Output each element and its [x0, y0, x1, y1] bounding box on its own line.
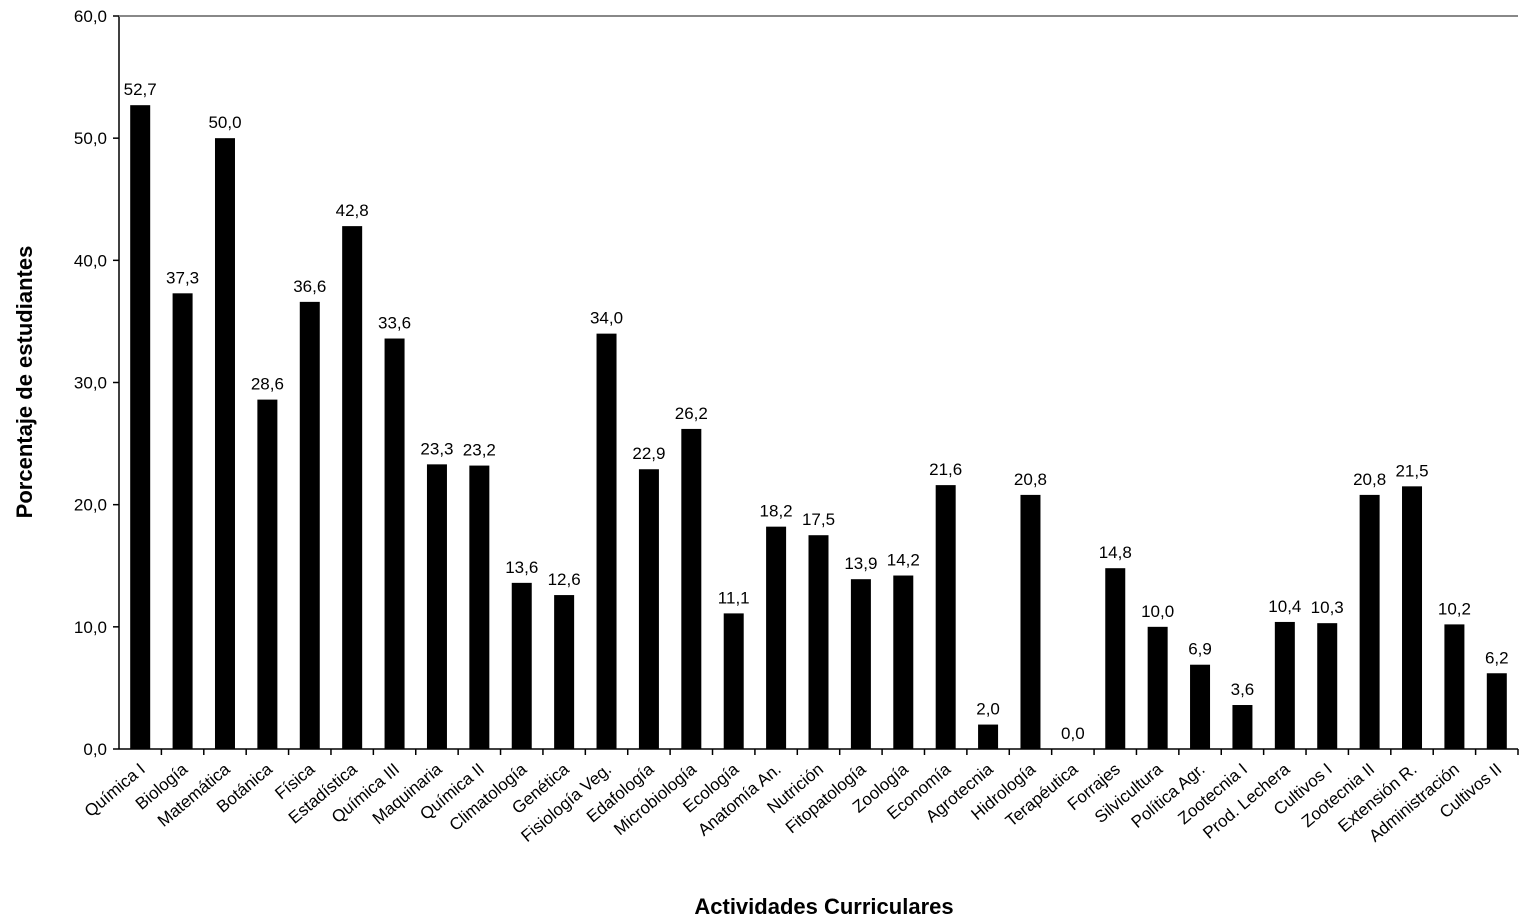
y-tick-label: 20,0: [74, 496, 107, 515]
x-axis-ticks: Química IBiologíaMatemáticaBotánicaFísic…: [81, 749, 1518, 846]
bar-value-label: 14,2: [887, 551, 920, 570]
bar-value-label: 13,6: [505, 558, 538, 577]
bar: [681, 429, 701, 749]
bar-value-label: 12,6: [548, 570, 581, 589]
y-tick-label: 30,0: [74, 374, 107, 393]
y-axis-title: Porcentaje de estudiantes: [12, 246, 37, 519]
bar: [215, 138, 235, 749]
bar-value-label: 10,3: [1311, 598, 1344, 617]
bar-value-label: 6,2: [1485, 648, 1509, 667]
bar: [893, 576, 913, 749]
bar-value-label: 28,6: [251, 375, 284, 394]
bar-value-label: 14,8: [1099, 543, 1132, 562]
bar-value-label: 37,3: [166, 268, 199, 287]
y-axis-ticks: 0,0 10,0 20,0 30,0 40,0 50,0 60,0: [74, 7, 119, 759]
bar-value-label: 2,0: [976, 700, 1000, 719]
bar: [724, 613, 744, 749]
bar: [1487, 673, 1507, 749]
bar: [1275, 622, 1295, 749]
bar: [130, 105, 150, 749]
bar: [1317, 623, 1337, 749]
bar: [766, 527, 786, 749]
bar: [427, 464, 447, 749]
bar: [300, 302, 320, 749]
bar: [1105, 568, 1125, 749]
bar: [469, 466, 489, 749]
bar-value-label: 0,0: [1061, 724, 1085, 743]
bar-value-label: 3,6: [1231, 680, 1255, 699]
bar-value-label: 10,4: [1268, 597, 1301, 616]
bar-value-label: 6,9: [1188, 640, 1212, 659]
bar: [1020, 495, 1040, 749]
bar: [809, 535, 829, 749]
bar-value-label: 10,0: [1141, 602, 1174, 621]
bar-value-label: 18,2: [760, 502, 793, 521]
bar-value-label: 34,0: [590, 309, 623, 328]
bar: [385, 339, 405, 749]
bar-value-label: 21,6: [929, 460, 962, 479]
bar-value-label: 50,0: [208, 113, 241, 132]
bar-value-label: 23,3: [420, 439, 453, 458]
bar: [639, 469, 659, 749]
bar: [342, 226, 362, 749]
bar: [597, 334, 617, 749]
y-tick-label: 50,0: [74, 129, 107, 148]
bar: [1190, 665, 1210, 749]
bar: [1402, 486, 1422, 749]
bar: [512, 583, 532, 749]
y-tick-label: 0,0: [83, 740, 107, 759]
bar-value-label: 36,6: [293, 277, 326, 296]
bar: [936, 485, 956, 749]
x-axis-title: Actividades Curriculares: [694, 894, 953, 919]
bar: [1148, 627, 1168, 749]
bar: [1444, 624, 1464, 749]
bar: [851, 579, 871, 749]
y-tick-label: 60,0: [74, 7, 107, 26]
bar: [1360, 495, 1380, 749]
bar: [1232, 705, 1252, 749]
bar-value-label: 26,2: [675, 404, 708, 423]
bar-value-label: 21,5: [1395, 461, 1428, 480]
bar-value-label: 17,5: [802, 510, 835, 529]
bar: [554, 595, 574, 749]
bar-value-label: 10,2: [1438, 599, 1471, 618]
bar: [978, 725, 998, 749]
y-tick-label: 40,0: [74, 251, 107, 270]
bar-value-label: 42,8: [336, 201, 369, 220]
bar-value-label: 23,2: [463, 441, 496, 460]
bar-value-label: 11,1: [718, 588, 750, 607]
bar: [257, 400, 277, 749]
y-tick-label: 10,0: [74, 618, 107, 637]
bar: [173, 293, 193, 749]
bar-value-label: 20,8: [1014, 470, 1047, 489]
bar-value-label: 22,9: [632, 444, 665, 463]
x-tick-label: Química I: [81, 760, 149, 821]
bar-value-label: 20,8: [1353, 470, 1386, 489]
bar-value-label: 13,9: [844, 554, 877, 573]
bar-value-label: 33,6: [378, 314, 411, 333]
bar-value-label: 52,7: [124, 80, 157, 99]
